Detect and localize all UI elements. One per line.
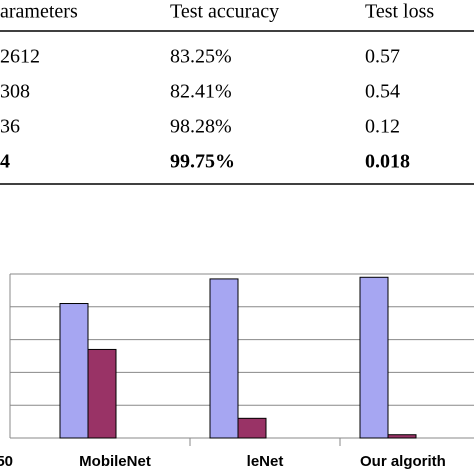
table-cell: 0.018 — [365, 151, 410, 173]
x-tick-label: leNet — [247, 453, 284, 470]
bar — [59, 303, 89, 439]
table-cell: , 308 — [0, 81, 30, 103]
x-tick-label: Our algorith — [360, 453, 446, 470]
table-cell: 0.57 — [365, 46, 400, 68]
table-cell: 99.75% — [170, 151, 235, 173]
table-cell: 98.28% — [170, 116, 232, 138]
bar — [209, 278, 239, 439]
bar — [237, 417, 267, 439]
x-tick-label: 50 — [0, 453, 13, 470]
bar — [359, 276, 389, 439]
table-cell: 0.12 — [365, 116, 400, 138]
bar — [387, 434, 417, 439]
table-header: parameters — [0, 1, 78, 23]
table-cell: 0.54 — [365, 81, 400, 103]
table-header: Test loss — [365, 1, 434, 23]
table-cell: 83.25% — [170, 46, 232, 68]
table-cell: 82.41% — [170, 81, 232, 103]
x-tick-label: MobileNet — [79, 453, 151, 470]
table-cell: 44 — [0, 151, 10, 173]
table-header: Test accuracy — [170, 1, 279, 23]
bar — [87, 348, 117, 439]
table-cell: 336 — [0, 116, 20, 138]
table-cell: 2612 — [0, 46, 40, 68]
